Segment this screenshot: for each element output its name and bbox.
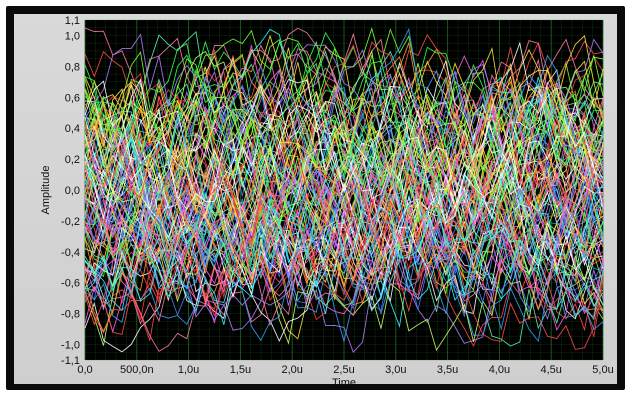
trace-line xyxy=(84,177,604,325)
trace-line xyxy=(84,149,604,299)
trace-line xyxy=(84,33,604,171)
x-tick-label: 5,0u xyxy=(592,364,613,376)
y-tick-label: 0,0 xyxy=(65,185,80,197)
x-axis-label: Time xyxy=(332,377,356,389)
trace-line xyxy=(84,182,604,342)
trace-line xyxy=(84,70,604,240)
x-tick-label: 4,0u xyxy=(489,364,510,376)
x-tick-label: 1,0u xyxy=(178,364,199,376)
y-tick-label: -0,4 xyxy=(61,247,80,259)
traces xyxy=(84,27,604,353)
trace-line xyxy=(84,40,604,230)
y-tick-label: 0,2 xyxy=(65,154,80,166)
trace-line xyxy=(84,80,604,245)
y-tick-label: 0,4 xyxy=(65,123,80,135)
y-tick-label: -0,2 xyxy=(61,216,80,228)
y-tick-label: -1,1 xyxy=(61,355,80,367)
trace-line xyxy=(84,41,604,226)
trace-line xyxy=(84,139,604,321)
trace-line xyxy=(84,92,604,234)
x-tick-label: 0,0 xyxy=(77,364,92,376)
y-tick-label: 1,0 xyxy=(65,30,80,42)
y-ticks: 1,1 1,0 0,8 0,6 0,4 0,2 0,0 -0,2 -0,4 -0,6 -0,8 -1,… xyxy=(61,15,80,367)
trace-line xyxy=(84,213,604,352)
trace-line xyxy=(84,40,604,165)
x-ticks: 0,0 500,0n 1,0u 1,5u 2,0u 2,5u 3,0u 3,5u 4,0u 4,5… xyxy=(77,364,613,376)
trace-line xyxy=(84,179,604,317)
x-tick-label: 2,0u xyxy=(281,364,302,376)
y-tick-label: 1,1 xyxy=(65,15,80,27)
trace-line xyxy=(84,62,604,214)
trace-line xyxy=(84,125,604,296)
trace-line xyxy=(84,70,604,239)
trace-line xyxy=(84,78,604,219)
trace-line xyxy=(84,194,604,347)
trace-line xyxy=(84,117,604,318)
trace-line xyxy=(84,157,604,300)
y-tick-label: -1,0 xyxy=(61,340,80,352)
x-tick-label: 3,5u xyxy=(437,364,458,376)
trace-line xyxy=(84,187,604,343)
y-axis-label: Amplitude xyxy=(40,166,52,215)
y-tick-label: 0,6 xyxy=(65,92,80,104)
x-tick-label: 500,0n xyxy=(120,364,154,376)
trace-line xyxy=(84,183,604,343)
trace-line xyxy=(84,98,604,251)
x-tick-label: 4,5u xyxy=(540,364,561,376)
y-tick-label: 0,8 xyxy=(65,61,80,73)
trace-line xyxy=(84,154,604,333)
trace-line xyxy=(84,27,604,183)
y-tick-label: -0,8 xyxy=(61,309,80,321)
trace-line xyxy=(84,216,604,315)
x-tick-label: 2,5u xyxy=(333,364,354,376)
x-tick-label: 1,5u xyxy=(230,364,251,376)
y-tick-label: -0,6 xyxy=(61,278,80,290)
trace-line xyxy=(84,127,604,297)
trace-line xyxy=(84,133,604,310)
trace-line xyxy=(84,122,604,306)
trace-line xyxy=(84,57,604,195)
trace-line xyxy=(84,54,603,230)
x-tick-label: 3,0u xyxy=(385,364,406,376)
